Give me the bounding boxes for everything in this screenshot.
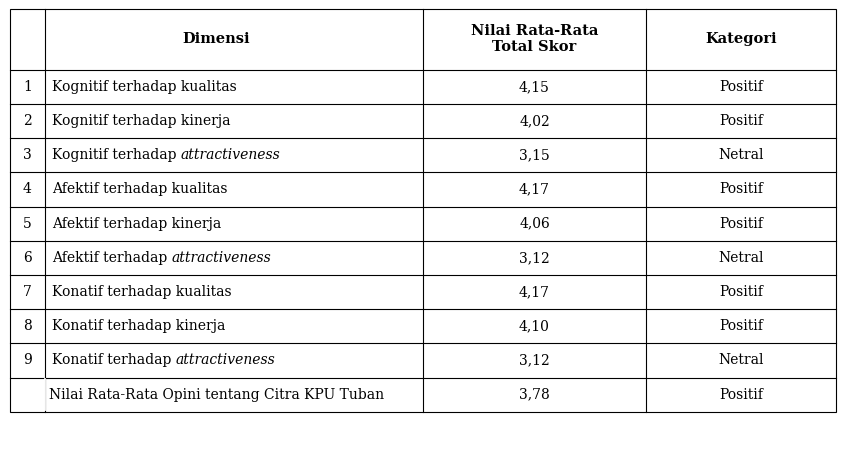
Text: 4,02: 4,02: [519, 114, 550, 128]
Text: 4,17: 4,17: [519, 182, 550, 197]
Text: 4,10: 4,10: [519, 319, 550, 333]
Text: 3,12: 3,12: [519, 251, 550, 265]
Text: 7: 7: [23, 285, 32, 299]
Text: Konatif terhadap kualitas: Konatif terhadap kualitas: [52, 285, 231, 299]
Text: 6: 6: [23, 251, 32, 265]
Text: 5: 5: [23, 216, 32, 231]
Text: 4,06: 4,06: [519, 216, 550, 231]
Text: Netral: Netral: [718, 148, 764, 162]
Text: Nilai Rata-Rata Opini tentang Citra KPU Tuban: Nilai Rata-Rata Opini tentang Citra KPU …: [49, 387, 384, 402]
Text: Kognitif terhadap: Kognitif terhadap: [52, 148, 180, 162]
Text: 2: 2: [23, 114, 32, 128]
Text: Dimensi: Dimensi: [183, 32, 250, 46]
Text: attractiveness: attractiveness: [180, 148, 280, 162]
Text: Netral: Netral: [718, 353, 764, 368]
Text: 3,15: 3,15: [519, 148, 550, 162]
Text: Positif: Positif: [719, 80, 763, 94]
Text: 4,15: 4,15: [519, 80, 550, 94]
Text: 3,12: 3,12: [519, 353, 550, 368]
Text: Positif: Positif: [719, 285, 763, 299]
Text: 9: 9: [23, 353, 32, 368]
Text: Konatif terhadap: Konatif terhadap: [52, 353, 175, 368]
Text: Afektif terhadap kinerja: Afektif terhadap kinerja: [52, 216, 221, 231]
Text: Positif: Positif: [719, 114, 763, 128]
Text: Afektif terhadap: Afektif terhadap: [52, 251, 171, 265]
Text: 1: 1: [23, 80, 32, 94]
Text: Positif: Positif: [719, 319, 763, 333]
Text: Positif: Positif: [719, 182, 763, 197]
Text: attractiveness: attractiveness: [175, 353, 275, 368]
Text: Kognitif terhadap kinerja: Kognitif terhadap kinerja: [52, 114, 230, 128]
Text: Kognitif terhadap kualitas: Kognitif terhadap kualitas: [52, 80, 236, 94]
Text: Positif: Positif: [719, 387, 763, 402]
Text: Nilai Rata-Rata
Total Skor: Nilai Rata-Rata Total Skor: [470, 24, 598, 54]
Text: 3,78: 3,78: [519, 387, 550, 402]
Text: Kategori: Kategori: [705, 32, 777, 46]
Bar: [10, 9, 836, 412]
Text: 4: 4: [23, 182, 32, 197]
Text: 3: 3: [23, 148, 32, 162]
Text: 8: 8: [23, 319, 32, 333]
Text: Positif: Positif: [719, 216, 763, 231]
Text: Netral: Netral: [718, 251, 764, 265]
Text: 4,17: 4,17: [519, 285, 550, 299]
Text: Konatif terhadap kinerja: Konatif terhadap kinerja: [52, 319, 225, 333]
Text: attractiveness: attractiveness: [171, 251, 271, 265]
Text: Afektif terhadap kualitas: Afektif terhadap kualitas: [52, 182, 227, 197]
